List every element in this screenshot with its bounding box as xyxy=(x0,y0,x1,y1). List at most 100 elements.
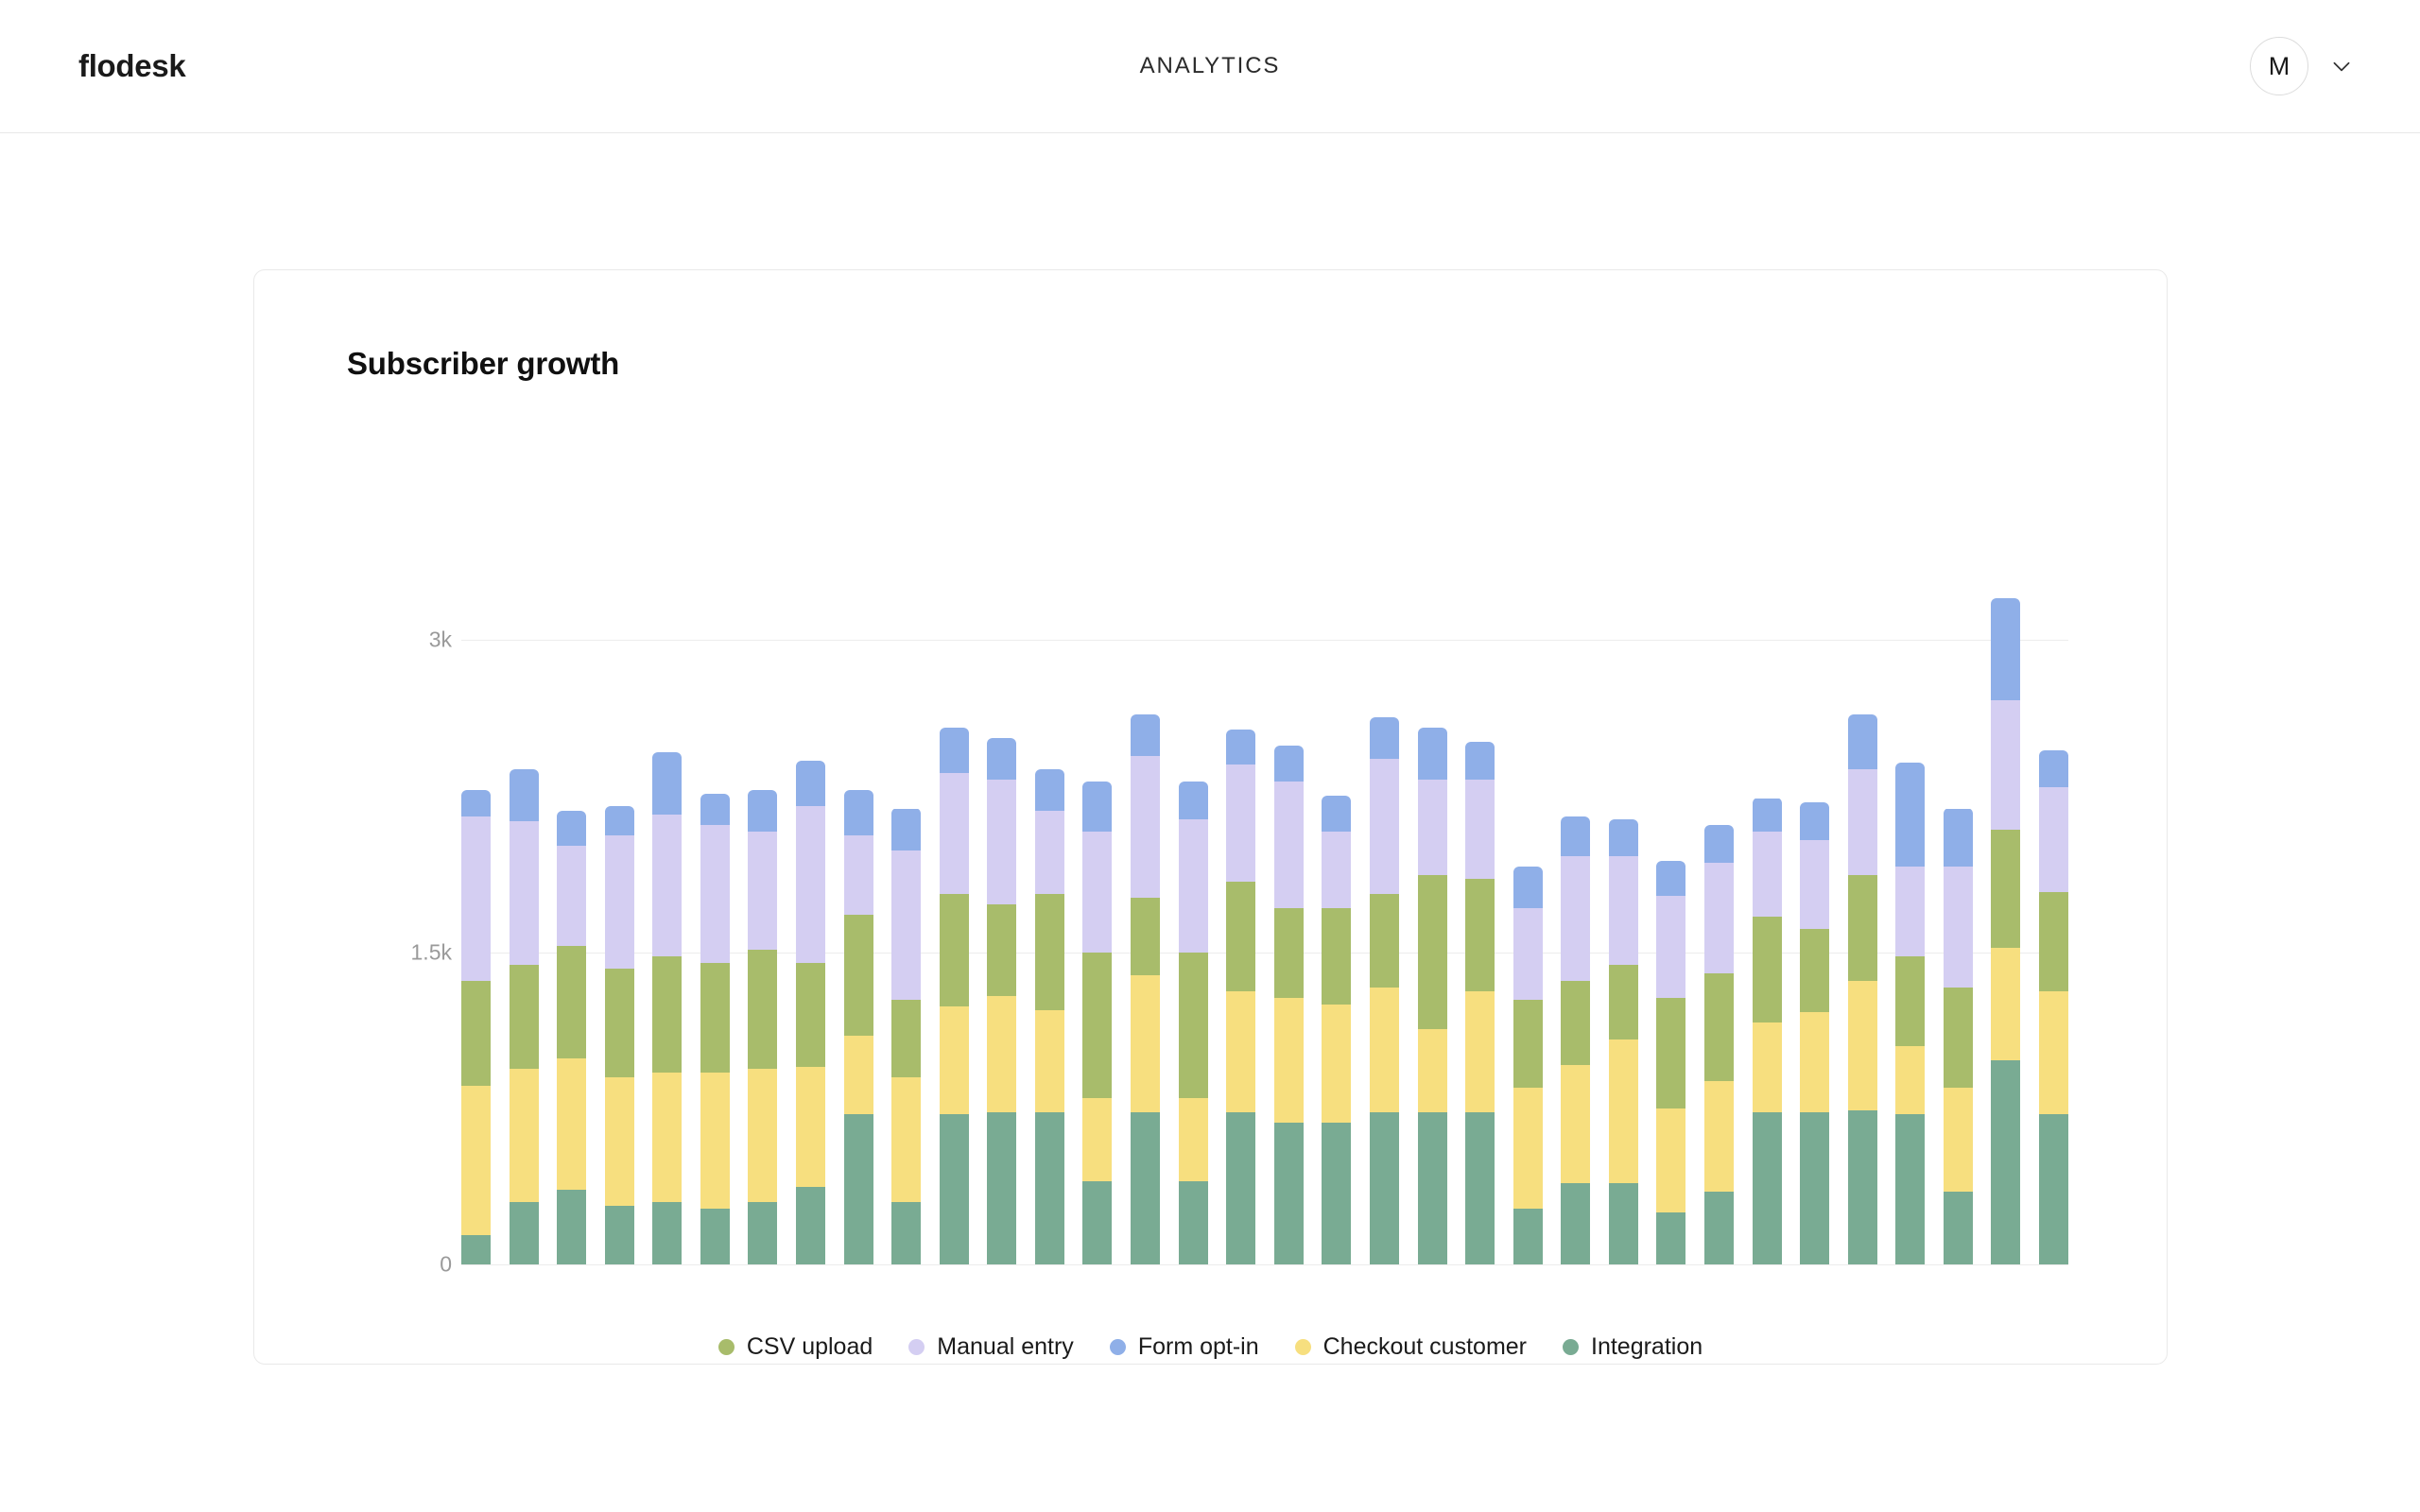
bar-segment[interactable] xyxy=(1370,893,1399,988)
account-menu[interactable]: M xyxy=(2250,37,2354,95)
bar-segment[interactable] xyxy=(1895,763,1925,868)
bar-segment[interactable] xyxy=(796,1187,825,1264)
bar-segment[interactable] xyxy=(1226,1112,1255,1264)
bar-segment[interactable] xyxy=(1800,1112,1829,1264)
bar-segment[interactable] xyxy=(700,825,730,963)
bar-segment[interactable] xyxy=(1848,768,1877,876)
bar-segment[interactable] xyxy=(510,1068,539,1202)
bar-segment[interactable] xyxy=(1656,860,1685,897)
bar-segment[interactable] xyxy=(844,789,873,836)
bar-segment[interactable] xyxy=(1465,991,1495,1113)
bar[interactable] xyxy=(1704,825,1734,1264)
bar-segment[interactable] xyxy=(1082,952,1112,1098)
bar[interactable] xyxy=(557,810,586,1264)
bar[interactable] xyxy=(605,806,634,1264)
bar-segment[interactable] xyxy=(1753,798,1782,832)
bar[interactable] xyxy=(1274,746,1304,1264)
bar-segment[interactable] xyxy=(1848,714,1877,769)
bar-segment[interactable] xyxy=(844,1035,873,1115)
bar-segment[interactable] xyxy=(1082,1180,1112,1264)
bar-segment[interactable] xyxy=(652,752,682,816)
legend-item[interactable]: Form opt-in xyxy=(1109,1333,1259,1361)
bar-segment[interactable] xyxy=(1704,972,1734,1082)
bar-segment[interactable] xyxy=(1513,867,1543,909)
bar-segment[interactable] xyxy=(1035,1010,1064,1113)
bar-segment[interactable] xyxy=(700,1208,730,1264)
bar-segment[interactable] xyxy=(1131,974,1160,1113)
bar-segment[interactable] xyxy=(1609,818,1638,857)
bar[interactable] xyxy=(1561,816,1590,1264)
bar-segment[interactable] xyxy=(1322,796,1351,832)
bar-segment[interactable] xyxy=(1656,1211,1685,1264)
bar-segment[interactable] xyxy=(1753,831,1782,918)
chevron-down-icon[interactable] xyxy=(2329,54,2354,78)
bar-segment[interactable] xyxy=(1609,964,1638,1040)
bar-segment[interactable] xyxy=(1704,1191,1734,1264)
bar-segment[interactable] xyxy=(1656,896,1685,998)
bar[interactable] xyxy=(1179,781,1208,1264)
bar-segment[interactable] xyxy=(1895,1114,1925,1264)
bar-segment[interactable] xyxy=(1082,781,1112,832)
bar-segment[interactable] xyxy=(1179,781,1208,819)
bar-segment[interactable] xyxy=(1944,1087,1973,1192)
bar[interactable] xyxy=(700,794,730,1264)
bar-segment[interactable] xyxy=(510,820,539,965)
bar-segment[interactable] xyxy=(1274,998,1304,1124)
bar-segment[interactable] xyxy=(1609,1183,1638,1264)
bar-segment[interactable] xyxy=(557,1057,586,1190)
bar-segment[interactable] xyxy=(940,1114,969,1264)
bar-segment[interactable] xyxy=(796,760,825,807)
bar-segment[interactable] xyxy=(1513,1087,1543,1209)
bar-segment[interactable] xyxy=(700,1073,730,1209)
bar-segment[interactable] xyxy=(1418,779,1447,876)
bar-segment[interactable] xyxy=(1656,998,1685,1108)
bar[interactable] xyxy=(796,760,825,1264)
bar-segment[interactable] xyxy=(891,808,921,850)
bar-segment[interactable] xyxy=(1370,987,1399,1113)
bar-segment[interactable] xyxy=(1465,879,1495,992)
bar-segment[interactable] xyxy=(1418,875,1447,1030)
bar-segment[interactable] xyxy=(1035,893,1064,1011)
bar[interactable] xyxy=(461,789,491,1264)
bar-segment[interactable] xyxy=(1179,818,1208,953)
bar-segment[interactable] xyxy=(796,962,825,1067)
bar-segment[interactable] xyxy=(1895,1045,1925,1115)
bar[interactable] xyxy=(1800,801,1829,1264)
bar-segment[interactable] xyxy=(1035,1112,1064,1264)
bar-segment[interactable] xyxy=(1753,917,1782,1023)
bar-segment[interactable] xyxy=(891,1076,921,1202)
bar-segment[interactable] xyxy=(748,1068,777,1202)
bar[interactable] xyxy=(1131,714,1160,1264)
bar-segment[interactable] xyxy=(1991,1060,2020,1264)
bar-segment[interactable] xyxy=(748,789,777,832)
bar[interactable] xyxy=(1035,768,1064,1264)
bar-segment[interactable] xyxy=(557,1189,586,1264)
bar-segment[interactable] xyxy=(1226,881,1255,992)
bar[interactable] xyxy=(1418,727,1447,1264)
bar-segment[interactable] xyxy=(1226,991,1255,1113)
bar-segment[interactable] xyxy=(461,981,491,1086)
bar-segment[interactable] xyxy=(796,1066,825,1188)
bar-segment[interactable] xyxy=(1991,597,2020,700)
bar-segment[interactable] xyxy=(557,945,586,1058)
legend-item[interactable]: CSV upload xyxy=(717,1333,873,1361)
bar-segment[interactable] xyxy=(987,995,1016,1113)
legend-item[interactable]: Manual entry xyxy=(908,1333,1074,1361)
bar-segment[interactable] xyxy=(1465,1112,1495,1264)
bar-segment[interactable] xyxy=(461,816,491,982)
bar-segment[interactable] xyxy=(748,1201,777,1264)
bar-segment[interactable] xyxy=(1226,765,1255,882)
bar-segment[interactable] xyxy=(652,1201,682,1264)
bar-segment[interactable] xyxy=(461,1235,491,1264)
bar-segment[interactable] xyxy=(1800,801,1829,840)
bar-segment[interactable] xyxy=(1609,1040,1638,1184)
bar-segment[interactable] xyxy=(557,846,586,946)
bar-segment[interactable] xyxy=(1370,758,1399,894)
bar[interactable] xyxy=(940,727,969,1264)
bar-segment[interactable] xyxy=(844,1114,873,1264)
bar[interactable] xyxy=(1609,818,1638,1264)
legend-item[interactable]: Integration xyxy=(1563,1333,1703,1361)
bar-segment[interactable] xyxy=(1561,981,1590,1065)
bar-segment[interactable] xyxy=(891,1201,921,1264)
bar-segment[interactable] xyxy=(1322,908,1351,1005)
